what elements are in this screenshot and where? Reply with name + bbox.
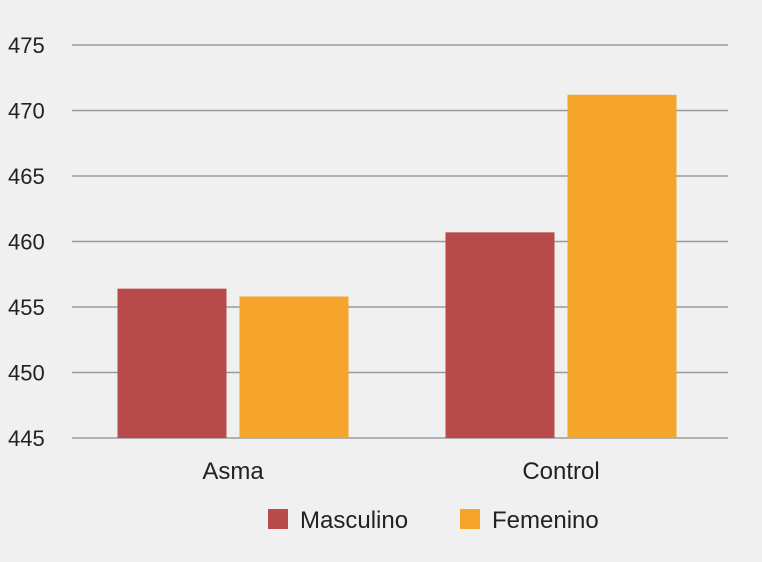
legend-swatch-femenino bbox=[460, 509, 480, 529]
x-axis-category-labels: Asma Control bbox=[202, 458, 599, 485]
y-tick-label: 445 bbox=[8, 426, 45, 451]
bar-asma-masculino bbox=[117, 288, 227, 438]
y-tick-label: 450 bbox=[8, 361, 45, 386]
legend-swatch-masculino bbox=[268, 509, 288, 529]
y-tick-label: 470 bbox=[8, 99, 45, 124]
y-tick-label: 475 bbox=[8, 33, 45, 58]
bar-control-masculino bbox=[445, 232, 555, 438]
x-category-label: Asma bbox=[202, 458, 264, 485]
bar-control-femenino bbox=[567, 94, 677, 438]
legend: Masculino Femenino bbox=[268, 507, 599, 534]
y-tick-label: 465 bbox=[8, 164, 45, 189]
bars bbox=[117, 94, 677, 438]
legend-label-femenino: Femenino bbox=[492, 507, 599, 534]
y-tick-label: 455 bbox=[8, 295, 45, 320]
x-category-label: Control bbox=[522, 458, 599, 485]
y-tick-label: 460 bbox=[8, 230, 45, 255]
y-axis-tick-labels: 445 450 455 460 465 470 475 bbox=[8, 33, 45, 451]
legend-label-masculino: Masculino bbox=[300, 507, 408, 534]
bar-asma-femenino bbox=[239, 296, 349, 438]
